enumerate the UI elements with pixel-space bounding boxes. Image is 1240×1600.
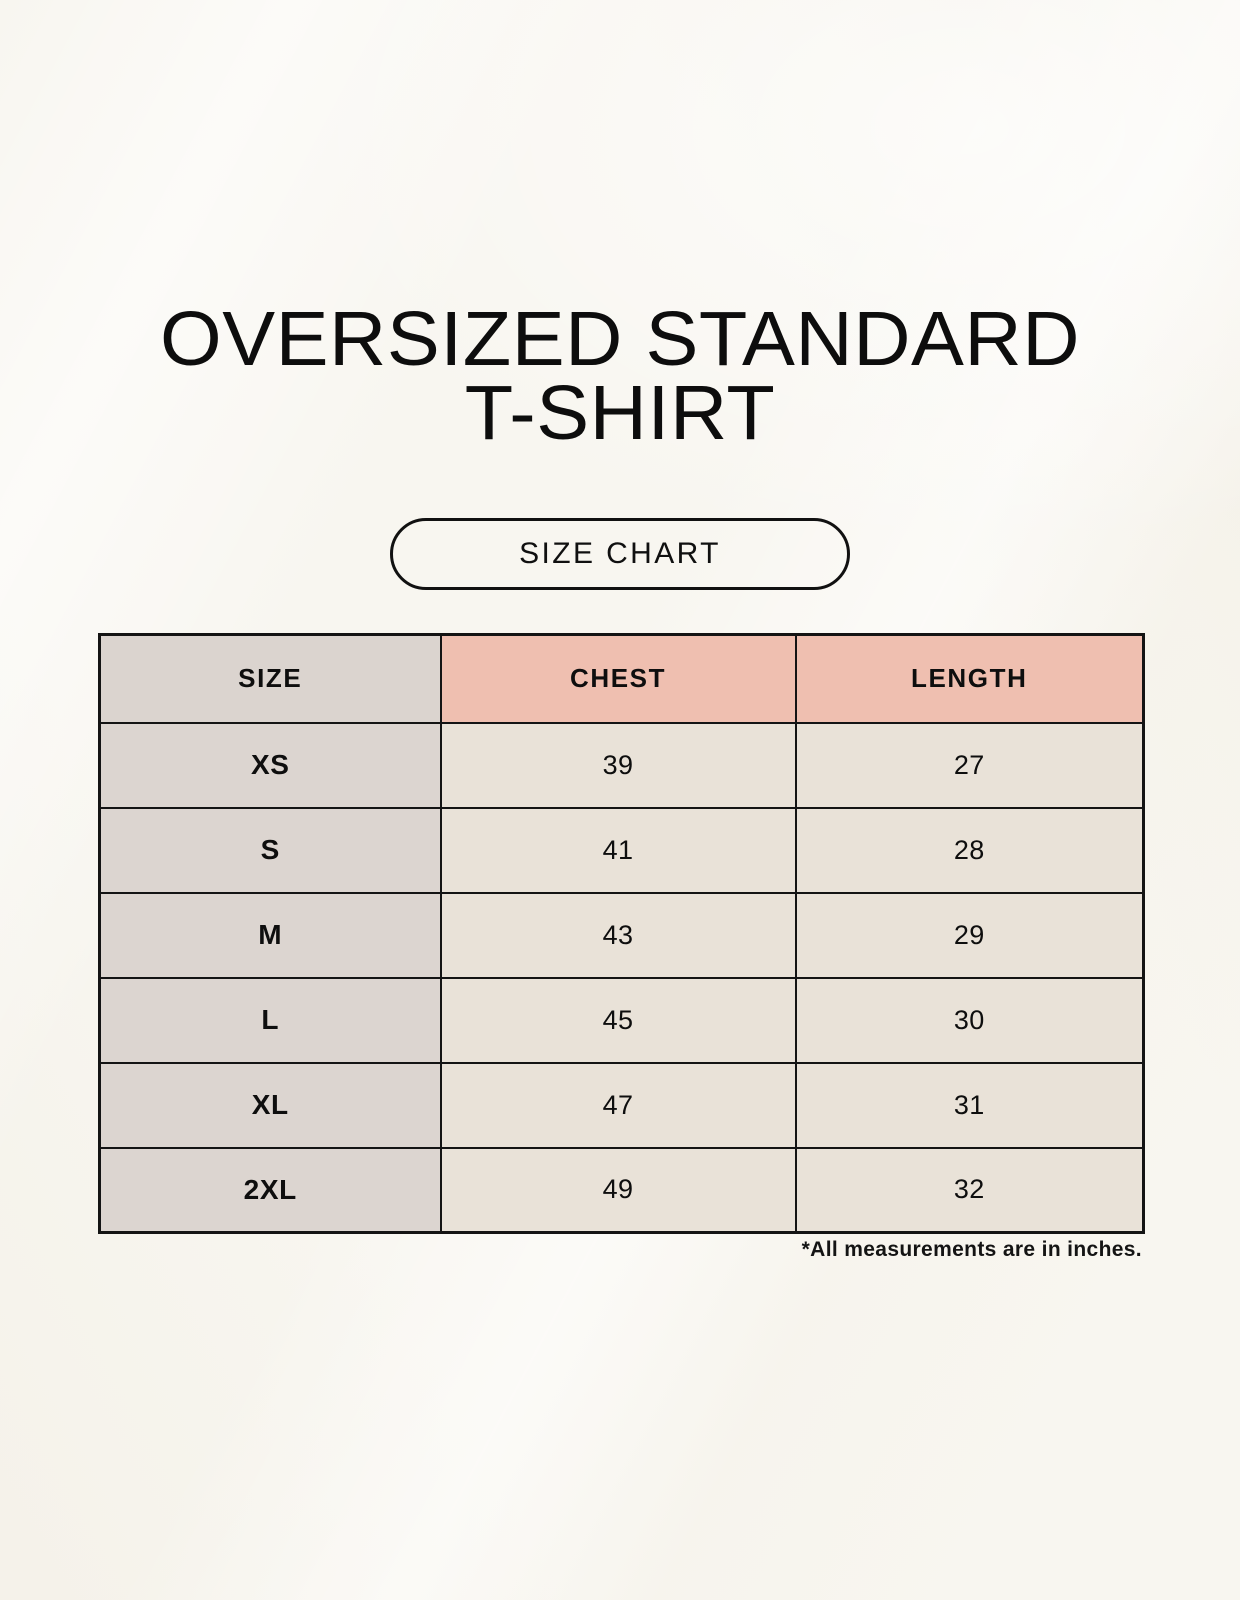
table-row: 2XL 49 32 (98, 1146, 1145, 1234)
cell-size: M (98, 891, 442, 979)
table-row: M 43 29 (98, 891, 1145, 979)
cell-size: XL (98, 1061, 442, 1149)
table-row: L 45 30 (98, 976, 1145, 1064)
cell-chest: 43 (439, 891, 797, 979)
size-table-head: SIZE CHEST LENGTH (98, 633, 1145, 724)
cell-size: L (98, 976, 442, 1064)
size-table-body: XS 39 27 S 41 28 M 43 29 L 45 30 (98, 721, 1145, 1234)
cell-length: 29 (794, 891, 1145, 979)
cell-length: 28 (794, 806, 1145, 894)
cell-length: 32 (794, 1146, 1145, 1234)
cell-size: S (98, 806, 442, 894)
size-table-container: SIZE CHEST LENGTH XS 39 27 S 41 28 M (98, 633, 1145, 1234)
cell-size: XS (98, 721, 442, 809)
column-header-chest: CHEST (439, 633, 797, 724)
size-table: SIZE CHEST LENGTH XS 39 27 S 41 28 M (98, 633, 1145, 1234)
measurement-units-note: *All measurements are in inches. (801, 1238, 1142, 1261)
cell-chest: 41 (439, 806, 797, 894)
column-header-length: LENGTH (794, 633, 1145, 724)
cell-length: 27 (794, 721, 1145, 809)
size-chart-badge: SIZE CHART (390, 518, 850, 590)
cell-length: 31 (794, 1061, 1145, 1149)
table-row: XS 39 27 (98, 721, 1145, 809)
cell-chest: 49 (439, 1146, 797, 1234)
badge-row: SIZE CHART (0, 518, 1240, 590)
table-row: XL 47 31 (98, 1061, 1145, 1149)
cell-chest: 39 (439, 721, 797, 809)
cell-size: 2XL (98, 1146, 442, 1234)
cell-chest: 47 (439, 1061, 797, 1149)
cell-length: 30 (794, 976, 1145, 1064)
size-chart-badge-label: SIZE CHART (519, 537, 721, 570)
title-block: OVERSIZED STANDARD T-SHIRT (0, 296, 1240, 456)
column-header-size: SIZE (98, 633, 442, 724)
table-row: S 41 28 (98, 806, 1145, 894)
cell-chest: 45 (439, 976, 797, 1064)
table-header-row: SIZE CHEST LENGTH (98, 633, 1145, 724)
page-title: OVERSIZED STANDARD T-SHIRT (160, 296, 1080, 456)
